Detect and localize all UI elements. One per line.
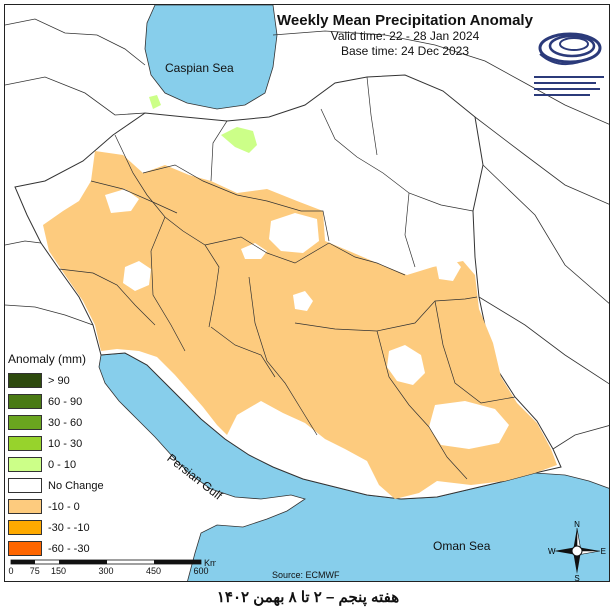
legend-label: No Change	[48, 479, 104, 492]
no-change-patch-4	[293, 291, 313, 311]
no-change-patch-1	[241, 243, 267, 259]
precipitation-map	[5, 5, 609, 581]
scale-unit: Km	[204, 558, 216, 568]
legend-title: Anomaly (mm)	[8, 352, 87, 366]
valid-time: Valid time: 22 - 28 Jan 2024	[330, 29, 480, 43]
no-change-patch-2	[269, 213, 319, 253]
province-boundaries	[58, 76, 516, 480]
no-change-patch-3	[123, 261, 151, 291]
logo-swirl-icon	[534, 32, 604, 96]
legend-label: -60 - -30	[48, 542, 90, 555]
wet-patch-2	[221, 127, 257, 153]
legend-item: -10 - 0	[8, 496, 118, 517]
legend-item: 30 - 60	[8, 412, 118, 433]
legend-label: > 90	[48, 374, 70, 387]
legend-item: -60 - -30	[8, 538, 118, 559]
legend-label: -30 - -10	[48, 521, 90, 534]
legend-item: 60 - 90	[8, 391, 118, 412]
no-change-patch-5	[387, 345, 425, 385]
base-time: Base time: 24 Dec 2023	[340, 44, 470, 58]
compass-w: W	[548, 547, 556, 556]
footer-caption: هفته پنجم – ۲ تا ۸ بهمن ۱۴۰۲	[216, 589, 400, 606]
scale-tick-label: 300	[98, 566, 113, 576]
legend-item: 10 - 30	[8, 433, 118, 454]
scale-tick-label: 600	[193, 566, 208, 576]
legend-swatch	[8, 499, 42, 514]
legend-label: -10 - 0	[48, 500, 80, 513]
map-frame: Caspian Sea Persian Gulf Oman Sea	[4, 4, 610, 582]
scale-tick-label: 450	[146, 566, 161, 576]
no-change-patch-8	[105, 189, 139, 213]
caspian-sea-label: Caspian Sea	[165, 61, 234, 75]
legend-label: 30 - 60	[48, 416, 83, 429]
oman-sea-label: Oman Sea	[433, 539, 491, 553]
compass-rose-icon: N S E W	[548, 520, 606, 582]
legend-item: -30 - -10	[8, 517, 118, 538]
legend-swatch	[8, 415, 42, 430]
compass-e: E	[601, 547, 606, 556]
legend-swatch	[8, 478, 42, 493]
no-change-patch-6	[435, 255, 461, 281]
scale-tick-label: 75	[30, 566, 40, 576]
compass-n: N	[574, 520, 580, 529]
legend-swatch	[8, 541, 42, 556]
legend-label: 60 - 90	[48, 395, 83, 408]
map-title: Weekly Mean Precipitation Anomaly	[277, 12, 533, 29]
legend-swatch	[8, 520, 42, 535]
legend-item: > 90	[8, 370, 118, 391]
legend: Anomaly (mm) > 90 60 - 90 30 - 60 10 - 30 0 …	[8, 352, 118, 559]
legend-items: > 90 60 - 90 30 - 60 10 - 30 0 - 10 No Change…	[8, 370, 118, 559]
legend-item: No Change	[8, 475, 118, 496]
legend-label: 10 - 30	[48, 437, 83, 450]
legend-swatch	[8, 373, 42, 388]
legend-swatch	[8, 436, 42, 451]
dry-anomaly-region	[43, 151, 557, 499]
institute-logo	[530, 22, 608, 108]
legend-label: 0 - 10	[48, 458, 77, 471]
legend-swatch	[8, 394, 42, 409]
no-change-patch-7	[429, 401, 509, 449]
scale-tick-label: 0	[8, 566, 13, 576]
compass-s: S	[574, 574, 579, 582]
country-borders	[5, 18, 609, 450]
title-block: Weekly Mean Precipitation Anomaly Valid …	[255, 12, 555, 59]
scale-tick-label: 150	[51, 566, 66, 576]
source-text: Source: ECMWF	[272, 570, 340, 580]
legend-item: 0 - 10	[8, 454, 118, 475]
legend-swatch	[8, 457, 42, 472]
wet-patch-1	[149, 95, 161, 109]
